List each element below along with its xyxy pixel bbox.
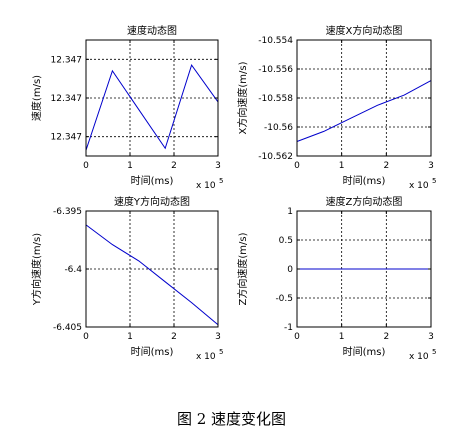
plot-area-2 — [297, 40, 431, 156]
y-tick-label: -6.395 — [53, 207, 82, 217]
x-multiplier: x 10 — [196, 181, 216, 191]
chart-title: 速度Z方向动态图 — [326, 195, 403, 208]
x-axis-label: 时间(ms) — [343, 345, 386, 358]
x-tick-label: 3 — [215, 161, 221, 171]
y-tick-label: -1 — [284, 323, 293, 333]
series-line-3-1 — [85, 224, 219, 326]
x-axis-label: 时间(ms) — [343, 174, 386, 187]
x-multiplier: x 10 — [409, 181, 429, 191]
y-tick-label: 12.347 — [51, 133, 83, 143]
x-exponent: 5 — [432, 348, 436, 356]
x-tick-label: 2 — [383, 161, 389, 171]
series-line-1-1 — [85, 63, 219, 151]
chart-title: 速度动态图 — [127, 24, 177, 37]
y-tick-label: 12.347 — [51, 94, 83, 104]
x-tick-label: 2 — [383, 332, 389, 342]
x-axis-label: 时间(ms) — [131, 345, 174, 358]
y-tick-label: -10.56 — [264, 123, 293, 133]
y-tick-label: 1 — [287, 207, 293, 217]
chart-title: 速度Y方向动态图 — [114, 195, 190, 208]
x-axis-label: 时间(ms) — [131, 174, 174, 187]
x-exponent: 5 — [219, 177, 223, 185]
y-tick-label: -10.562 — [258, 152, 293, 162]
x-tick-label: 1 — [339, 161, 345, 171]
x-tick-label: 3 — [428, 332, 434, 342]
y-tick-label: 0 — [287, 265, 293, 275]
x-exponent: 5 — [219, 348, 223, 356]
y-tick-label: 0.5 — [279, 236, 293, 246]
x-tick-label: 0 — [83, 161, 89, 171]
figure-caption: 图 2 速度变化图 — [176, 410, 287, 428]
chart-title: 速度X方向动态图 — [326, 24, 403, 37]
x-tick-label: 2 — [171, 161, 177, 171]
x-tick-label: 2 — [171, 332, 177, 342]
y-tick-label: -6.4 — [64, 265, 82, 275]
x-exponent: 5 — [432, 177, 436, 185]
x-tick-label: 3 — [428, 161, 434, 171]
x-multiplier: x 10 — [409, 352, 429, 362]
x-tick-label: 1 — [127, 332, 133, 342]
y-tick-label: 12.347 — [51, 55, 83, 65]
x-multiplier: x 10 — [196, 352, 216, 362]
series-line-2-1 — [296, 80, 432, 142]
y-axis-label: Y方向速度(m/s) — [30, 233, 43, 306]
y-tick-label: -10.556 — [258, 65, 293, 75]
x-tick-label: 3 — [215, 332, 221, 342]
y-tick-label: -10.558 — [258, 94, 293, 104]
x-tick-label: 1 — [127, 161, 133, 171]
x-tick-label: 0 — [83, 332, 89, 342]
y-tick-label: -10.554 — [258, 36, 293, 46]
x-tick-label: 1 — [339, 332, 345, 342]
x-tick-label: 0 — [294, 332, 300, 342]
y-axis-label: 速度(m/s) — [30, 75, 43, 121]
x-tick-label: 0 — [294, 161, 300, 171]
y-axis-label: X方向速度(m/s) — [236, 61, 249, 134]
y-tick-label: -0.5 — [275, 294, 293, 304]
y-tick-label: -6.405 — [53, 323, 82, 333]
y-axis-label: Z方向速度(m/s) — [236, 232, 249, 305]
